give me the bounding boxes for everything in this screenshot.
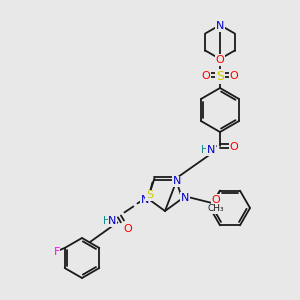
Text: O: O (230, 71, 238, 81)
Text: O: O (123, 224, 132, 234)
Text: H: H (103, 216, 110, 226)
Text: O: O (230, 142, 238, 152)
Text: S: S (216, 70, 224, 83)
Text: S: S (146, 190, 153, 200)
Text: N: N (141, 195, 149, 205)
Text: O: O (202, 71, 210, 81)
Text: N: N (108, 216, 117, 226)
Text: O: O (216, 55, 224, 65)
Text: N: N (181, 193, 189, 202)
Text: N: N (172, 176, 181, 186)
Text: N: N (207, 145, 215, 155)
Text: CH₃: CH₃ (208, 204, 224, 213)
Text: H: H (201, 145, 209, 155)
Text: O: O (212, 195, 220, 205)
Text: F: F (53, 247, 60, 257)
Text: N: N (216, 21, 224, 31)
